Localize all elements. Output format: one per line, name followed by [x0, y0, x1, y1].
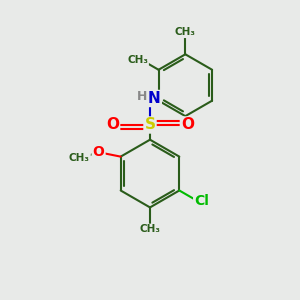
- Text: CH₃: CH₃: [69, 153, 90, 163]
- Text: O: O: [106, 118, 119, 133]
- Text: CH₃: CH₃: [175, 27, 196, 37]
- Text: Cl: Cl: [194, 194, 209, 208]
- Text: O: O: [181, 118, 194, 133]
- Text: S: S: [145, 118, 155, 133]
- Text: H: H: [136, 91, 147, 103]
- Text: O: O: [93, 145, 104, 159]
- Text: CH₃: CH₃: [140, 224, 160, 235]
- Text: N: N: [148, 91, 161, 106]
- Text: CH₃: CH₃: [127, 55, 148, 65]
